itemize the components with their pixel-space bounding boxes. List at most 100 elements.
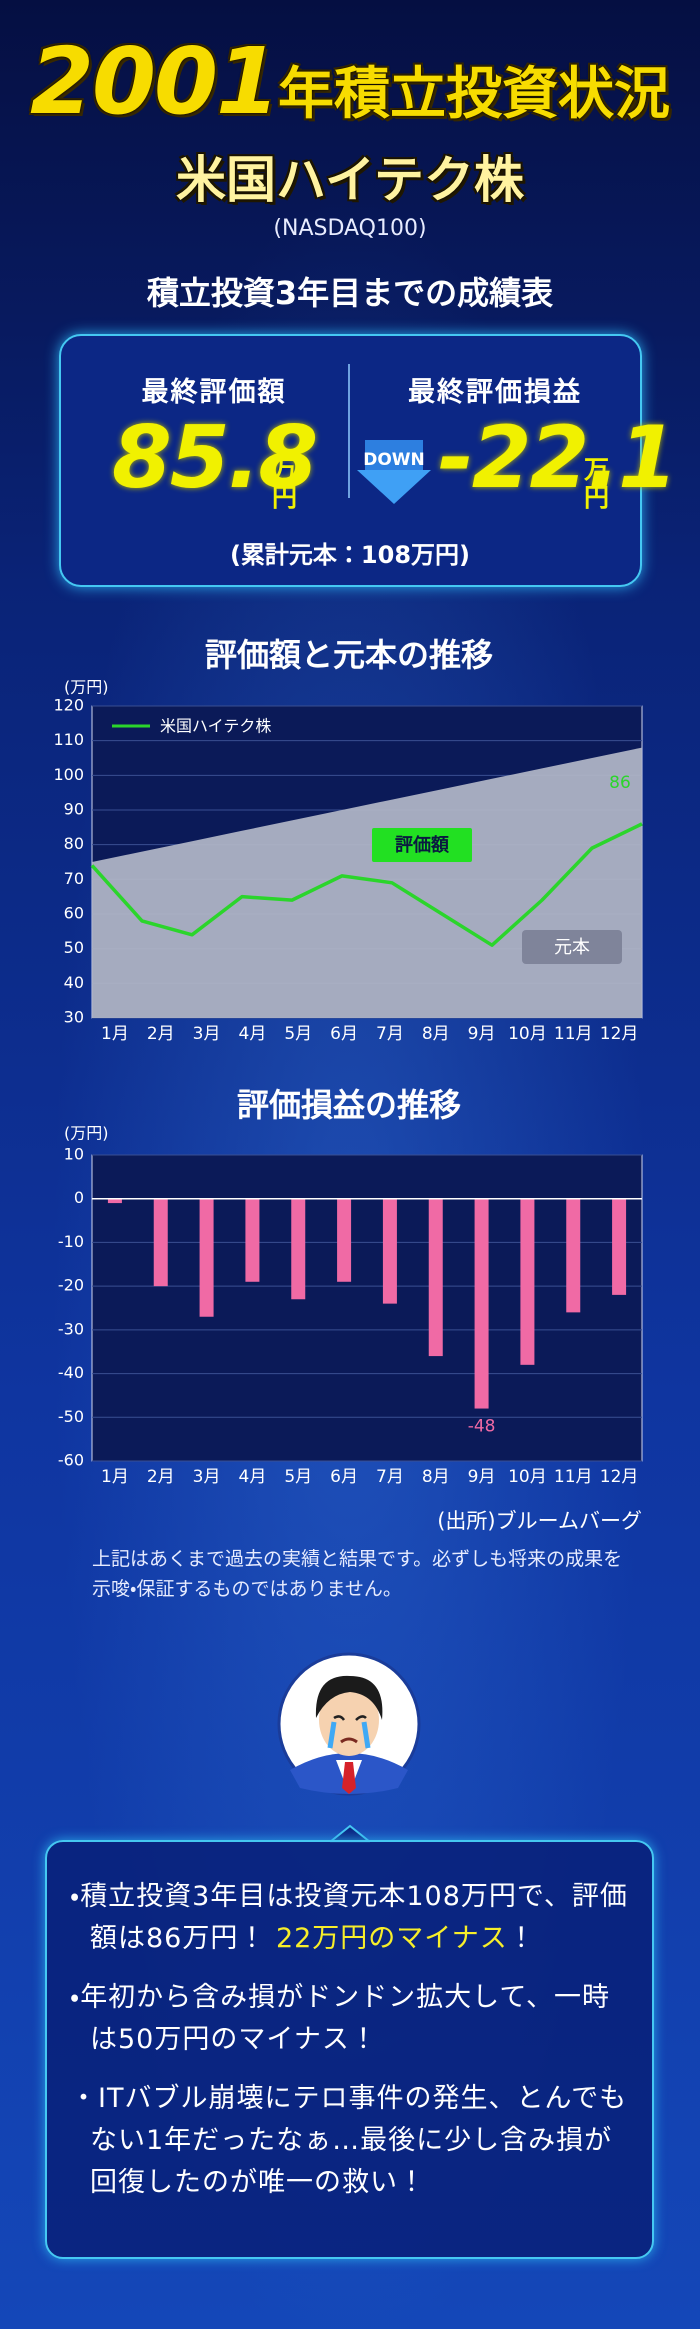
x-tick-label: 10月 [508, 1024, 547, 1044]
y-tick-label: 0 [74, 1188, 84, 1207]
bar [520, 1198, 535, 1365]
y-tick-label: 60 [64, 904, 84, 923]
x-tick-label: 4月 [239, 1024, 267, 1044]
comment-text: 積立投資3年目は投資元本108万円で、評価額は86万円！ [80, 1881, 628, 1954]
x-tick-label: 12月 [600, 1024, 639, 1044]
legend-label: 米国ハイテク株 [160, 717, 271, 736]
y-tick-label: 80 [64, 834, 84, 853]
hair [315, 1675, 383, 1720]
bar [428, 1198, 443, 1357]
principal-note: (累計元本：108万円) [229, 541, 471, 569]
y-tick-label: 40 [64, 973, 84, 992]
tears [327, 1721, 371, 1749]
principal-label-box [522, 930, 622, 964]
y-tick-label: -60 [58, 1451, 84, 1470]
value-unit: 万円 [272, 455, 298, 512]
bar [291, 1198, 306, 1300]
x-tick-label: 3月 [193, 1024, 221, 1044]
pl-label: 最終評価損益 [408, 377, 582, 408]
title: 2001年積立投資状況 [0, 28, 700, 135]
x-tick-label: 8月 [422, 1024, 450, 1044]
x-tick-label: 11月 [554, 1467, 593, 1487]
x-tick-label: 5月 [284, 1024, 312, 1044]
eyes [333, 1715, 367, 1721]
plot-area [91, 1154, 643, 1462]
value-label: 最終評価額 [141, 377, 287, 408]
badge-text: DOWN [363, 450, 425, 470]
x-tick-label: 7月 [376, 1467, 404, 1487]
x-tick-label: 8月 [422, 1467, 450, 1487]
pl-unit: 万円 [584, 455, 610, 512]
y-tick-label: 10 [64, 1145, 84, 1164]
x-tick-label: 1月 [101, 1467, 129, 1487]
disclaimer: 示唆・保証するものではありません。 [92, 1578, 402, 1600]
title-text: 年積立投資状況 [278, 62, 671, 127]
x-tick-label: 6月 [330, 1024, 358, 1044]
y-tick-label: 70 [64, 869, 84, 888]
comment-text: 年初から含み損がドンドン拡大して、一時は50万円のマイナス！ [80, 1982, 611, 2055]
principal-area [92, 747, 642, 1018]
bar [566, 1198, 581, 1313]
annotation: 評価額 [395, 834, 450, 856]
bar [474, 1198, 489, 1409]
disclaimer: 上記はあくまで過去の実績と結果です。必ずしも将来の成果を [92, 1548, 623, 1570]
principal-label: 元本 [554, 937, 590, 958]
y-tick-label: -50 [58, 1407, 84, 1426]
down-badge [357, 440, 431, 504]
bar [153, 1198, 168, 1287]
character [277, 1652, 421, 1796]
x-tick-label: 11月 [554, 1024, 593, 1044]
bar [107, 1198, 122, 1204]
comment-text: ITバブル崩壊にテロ事件の発生、とんでもない1年だったなぁ…最後に少し含み損が回… [90, 2083, 628, 2198]
y-tick-label: -30 [58, 1319, 84, 1338]
bar [199, 1198, 214, 1317]
y-tick-label: 90 [64, 800, 84, 819]
x-tick-label: 9月 [468, 1467, 496, 1487]
mouth [340, 1737, 358, 1744]
divider [348, 364, 350, 498]
subtitle: 米国ハイテク株 [176, 151, 524, 209]
title-year: 2001 [29, 28, 280, 135]
line [90, 822, 643, 947]
comment: ・ITバブル崩壊にテロ事件の発生、とんでもない1年だったなぁ…最後に少し含み損が… [70, 2083, 628, 2198]
comment-text: ！ [507, 1923, 536, 1954]
x-tick-label: 2月 [147, 1024, 175, 1044]
x-tick-label: 10月 [508, 1467, 547, 1487]
comment-highlight: 22万円のマイナス [275, 1923, 508, 1954]
y-tick-label: 110 [53, 730, 84, 749]
final-value: 85.8 [112, 408, 318, 508]
comment: ・年初から含み損がドンドン拡大して、一時は50万円のマイナス！ [70, 1982, 611, 2055]
y-tick-label: -40 [58, 1363, 84, 1382]
y-tick-label: -10 [58, 1232, 84, 1251]
data-label: 86 [609, 773, 631, 793]
speech-box [45, 1840, 654, 2259]
comment: ・積立投資3年目は投資元本108万円で、評価額は86万円！ 22万円のマイナス！ [70, 1881, 628, 1954]
final-pl: -22.1 [438, 408, 678, 508]
chart-title: 評価損益の推移 [237, 1086, 461, 1124]
y-tick-label: -20 [58, 1276, 84, 1295]
comments: ・積立投資3年目は投資元本108万円で、評価額は86万円！ 22万円のマイナス！… [70, 1876, 630, 2221]
chart-title: 評価額と元本の推移 [205, 636, 493, 674]
tie [342, 1762, 356, 1794]
y-axis-label: (万円) [64, 1124, 109, 1143]
bar [337, 1198, 352, 1282]
badge-body [365, 440, 423, 474]
y-tick-label: 50 [64, 938, 84, 957]
bar [382, 1198, 397, 1304]
source: (出所)ブルームバーグ [437, 1509, 642, 1533]
y-tick-label: 30 [64, 1008, 84, 1027]
x-tick-label: 12月 [600, 1467, 639, 1487]
x-tick-label: 1月 [101, 1024, 129, 1044]
x-tick-label: 7月 [376, 1024, 404, 1044]
index-name: (NASDAQ100) [273, 216, 427, 241]
bar [612, 1198, 627, 1295]
x-tick-label: 2月 [147, 1467, 175, 1487]
x-tick-label: 6月 [330, 1467, 358, 1487]
y-tick-label: 120 [53, 696, 84, 715]
annotation-box [372, 828, 472, 862]
y-axis-label: (万円) [64, 678, 109, 697]
badge-arrow [357, 470, 431, 504]
x-tick-label: 5月 [284, 1467, 312, 1487]
